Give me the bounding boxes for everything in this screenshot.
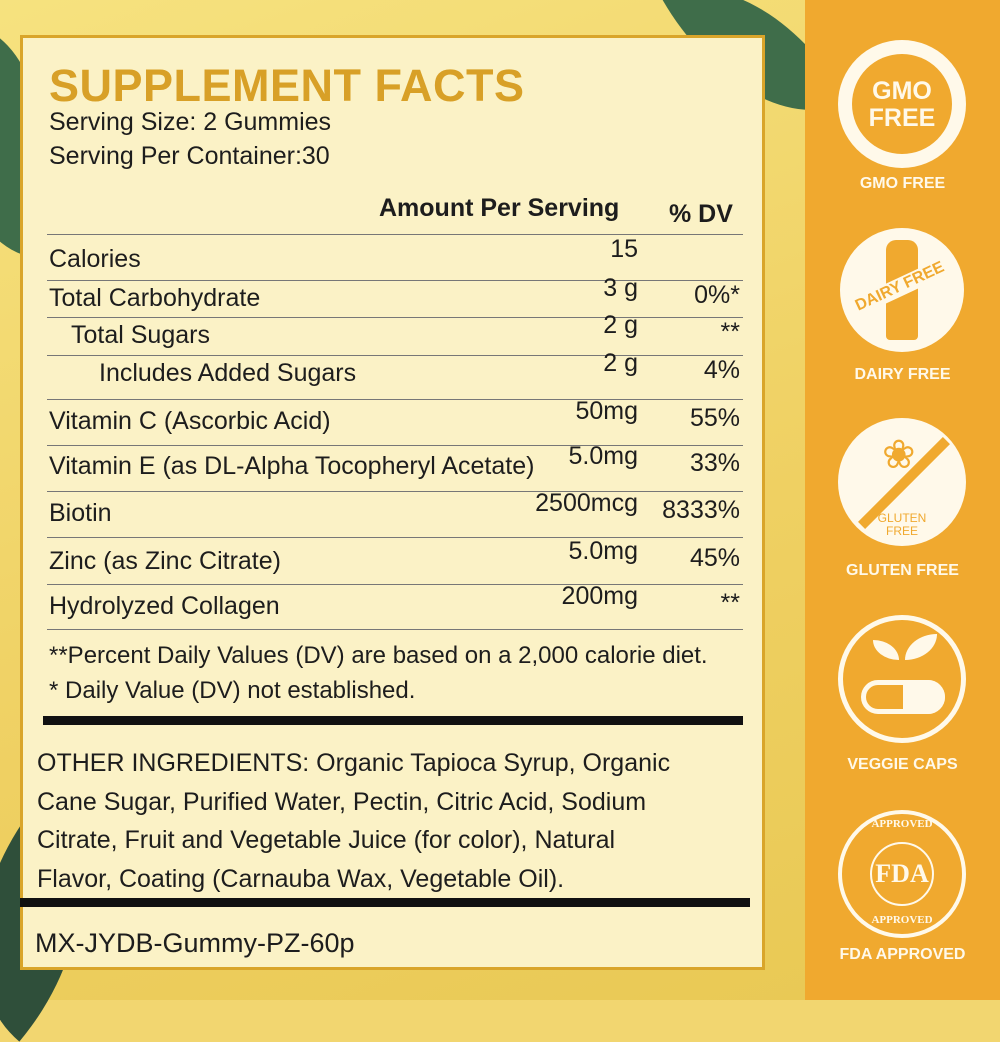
row-divider xyxy=(47,445,743,446)
nutrient-name: Vitamin E (as DL-Alpha Tocopheryl Acetat… xyxy=(49,452,535,480)
nutrient-name: Zinc (as Zinc Citrate) xyxy=(49,547,281,575)
row-divider xyxy=(47,584,743,585)
nutrient-name: Total Sugars xyxy=(71,321,210,349)
milk-bottle-icon: DAIRY FREE xyxy=(840,228,964,352)
row-divider xyxy=(47,280,743,281)
fda-seal-icon: FDA APPROVED APPROVED xyxy=(838,810,966,938)
nutrient-name: Biotin xyxy=(49,499,112,527)
nutrient-amount: 5.0mg xyxy=(568,537,638,565)
other-ingredients: OTHER INGREDIENTS: Organic Tapioca Syrup… xyxy=(37,749,671,893)
wheat-crossed-icon: ❀ GLUTEN FREE xyxy=(838,418,966,546)
badge-label: DAIRY FREE xyxy=(854,366,951,383)
nutrient-dv: 8333% xyxy=(662,496,740,524)
nutrient-amount: 2500mcg xyxy=(535,489,638,517)
divider-bar xyxy=(20,898,750,907)
nutrient-amount: 15 xyxy=(610,235,638,263)
nutrient-dv: ** xyxy=(720,589,740,617)
supplement-facts-panel: SUPPLEMENT FACTS Serving Size: 2 Gummies… xyxy=(20,35,765,970)
badge-label: GMO FREE xyxy=(859,175,946,192)
divider-bar xyxy=(43,716,743,725)
nutrient-name: Vitamin C (Ascorbic Acid) xyxy=(49,407,331,435)
badge-label: VEGGIE CAPS xyxy=(847,756,958,773)
nutrient-name: Includes Added Sugars xyxy=(99,359,357,387)
nutrient-name: Calories xyxy=(49,245,141,273)
row-divider xyxy=(47,355,743,356)
nutrient-amount: 200mg xyxy=(561,582,638,610)
nutrient-dv: 0%* xyxy=(694,281,740,309)
nutrient-amount: 3 g xyxy=(603,274,638,302)
row-divider xyxy=(47,491,743,492)
nutrient-amount: 5.0mg xyxy=(568,442,638,470)
nutrient-dv: 4% xyxy=(703,356,740,384)
product-code: MX-JYDB-Gummy-PZ-60p xyxy=(35,928,355,958)
row-divider xyxy=(47,317,743,318)
nutrient-dv: 55% xyxy=(689,404,740,432)
serving-size: Serving Size: 2 Gummies xyxy=(49,108,332,136)
gmo-free-icon: GMO FREE xyxy=(838,40,966,168)
badge-label: FDA APPROVED xyxy=(839,946,966,963)
panel-title: SUPPLEMENT FACTS xyxy=(49,60,525,111)
badge-label: GLUTEN FREE xyxy=(846,562,959,579)
nutrient-amount: 2 g xyxy=(603,311,638,339)
row-divider xyxy=(47,537,743,538)
nutrient-dv: 33% xyxy=(689,449,740,477)
row-divider xyxy=(47,629,743,630)
footnote: * Daily Value (DV) not established. xyxy=(49,677,416,704)
dv-header: % DV xyxy=(669,200,733,228)
capsule-sprout-icon xyxy=(838,615,966,743)
amount-header: Amount Per Serving xyxy=(379,194,620,222)
nutrient-dv: 45% xyxy=(689,544,740,572)
nutrient-dv: ** xyxy=(720,318,740,346)
footnote: **Percent Daily Values (DV) are based on… xyxy=(49,642,708,669)
nutrient-name: Total Carbohydrate xyxy=(49,284,261,312)
nutrient-amount: 50mg xyxy=(575,397,638,425)
nutrient-name: Hydrolyzed Collagen xyxy=(49,592,280,620)
nutrient-amount: 2 g xyxy=(603,349,638,377)
row-divider xyxy=(47,399,743,400)
servings-per-container: Serving Per Container:30 xyxy=(49,142,330,170)
